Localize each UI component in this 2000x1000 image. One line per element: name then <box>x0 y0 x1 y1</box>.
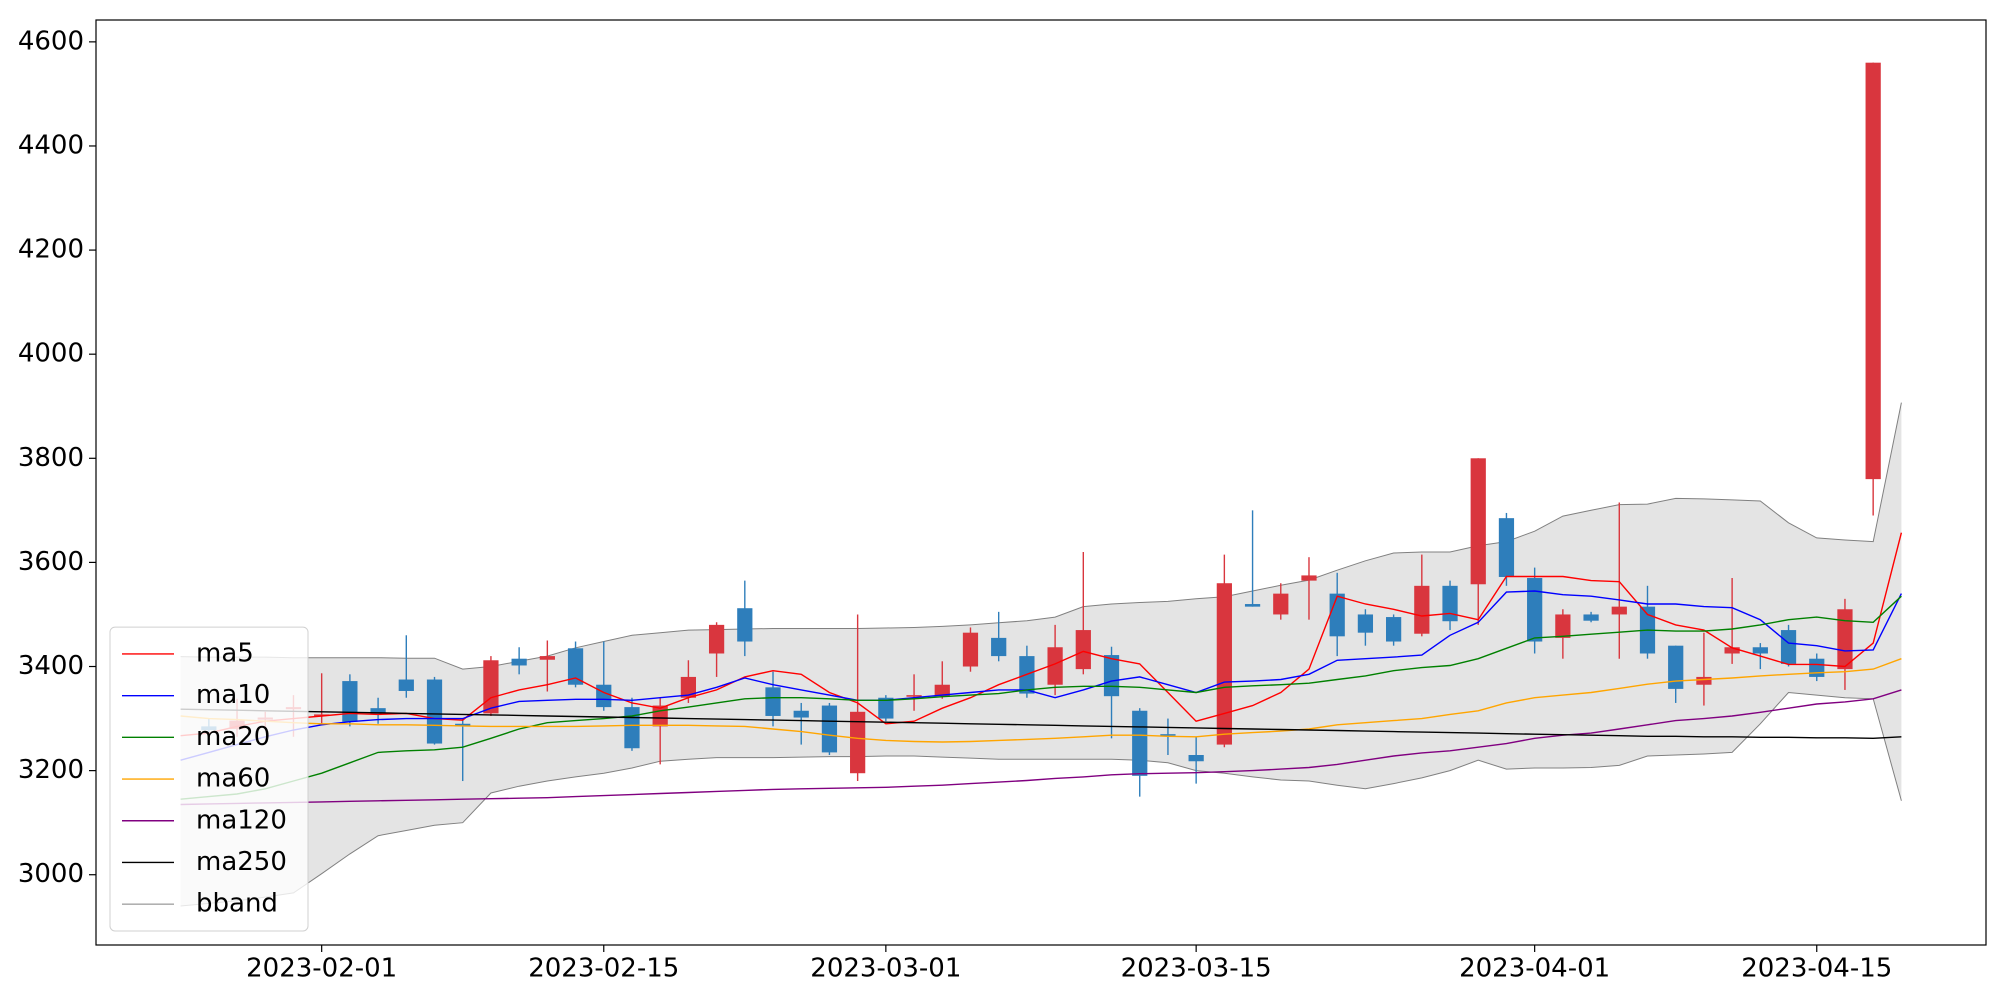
y-tick-label: 4600 <box>18 26 84 56</box>
legend-label: bband <box>196 889 278 919</box>
candle-body <box>1273 593 1289 615</box>
candle-body <box>793 710 809 718</box>
legend-label: ma5 <box>196 638 254 668</box>
y-tick-label: 3000 <box>18 859 84 889</box>
candle-body <box>1583 614 1599 621</box>
x-tick-label: 2023-03-15 <box>1121 954 1272 984</box>
y-tick-label: 4200 <box>18 235 84 265</box>
candle-body <box>765 687 781 716</box>
y-tick-label: 4400 <box>18 130 84 160</box>
candle-body <box>1132 710 1148 776</box>
candle-body <box>1103 655 1120 697</box>
candle-body <box>1752 647 1768 654</box>
y-tick-label: 4000 <box>18 339 84 369</box>
ma-line <box>180 689 1902 806</box>
candle-body <box>878 697 894 719</box>
candle-body <box>1809 658 1825 677</box>
y-tick-label: 3400 <box>18 651 84 681</box>
candle-body <box>1555 614 1571 638</box>
candle-body <box>1047 647 1063 685</box>
candle-body <box>1470 458 1486 585</box>
legend: ma5 ma10 ma20 ma60 ma120 ma250 bband <box>109 626 309 932</box>
candle-body <box>906 695 922 697</box>
x-tick-label: 2023-02-15 <box>528 954 679 984</box>
candle-body <box>962 632 979 667</box>
y-tick-label: 3800 <box>18 443 84 473</box>
candle-body <box>1385 617 1402 642</box>
ma-line <box>180 590 1903 761</box>
x-tick-label: 2023-04-15 <box>1741 954 1892 984</box>
candle-body <box>1837 609 1853 670</box>
candle-body <box>455 723 471 727</box>
legend-label: ma10 <box>196 680 270 710</box>
candle-body <box>1865 62 1881 480</box>
ma-line <box>180 595 1902 800</box>
candle-body <box>1216 583 1232 745</box>
candle-body <box>1724 647 1740 654</box>
candle-body <box>342 681 358 722</box>
legend-label: ma60 <box>196 764 270 794</box>
candle-body <box>596 684 612 708</box>
candle-body <box>511 658 527 666</box>
candle-body <box>1329 593 1345 637</box>
plot-frame <box>95 19 1987 946</box>
candle-body <box>821 705 838 753</box>
candle-body <box>1160 734 1176 736</box>
candle-body <box>314 714 330 716</box>
candle-body <box>398 679 414 691</box>
candle-body <box>1498 518 1515 577</box>
ma-line <box>180 658 1902 743</box>
candle-body <box>370 708 386 715</box>
candle-body <box>426 679 443 744</box>
y-tick-label: 3600 <box>18 547 84 577</box>
candle-body <box>1611 606 1627 615</box>
candle-body <box>1442 585 1458 622</box>
x-tick-label: 2023-04-01 <box>1459 954 1610 984</box>
legend-label: ma20 <box>196 722 270 752</box>
candle-body <box>1780 630 1797 664</box>
candle-body <box>1357 614 1374 633</box>
candle-body <box>1414 585 1430 634</box>
candle-body <box>1075 630 1091 670</box>
candle-body <box>708 624 725 654</box>
x-tick-label: 2023-03-01 <box>810 954 961 984</box>
candle-body <box>1301 575 1317 581</box>
band-fill <box>180 402 1902 906</box>
candle-body <box>850 711 866 774</box>
candle-body <box>1188 755 1204 762</box>
legend-label: ma120 <box>196 805 287 835</box>
candle-body <box>624 707 640 749</box>
candle-body <box>991 637 1007 657</box>
legend-box <box>109 626 309 932</box>
band-lower <box>180 691 1902 907</box>
y-tick-label: 3200 <box>18 755 84 785</box>
candle-body <box>680 676 697 698</box>
x-tick-label: 2023-02-01 <box>246 954 397 984</box>
candle-body <box>1668 645 1684 689</box>
ma-line <box>180 708 1902 740</box>
candle-body <box>1244 604 1261 607</box>
legend-label: ma250 <box>196 847 287 877</box>
candle-body <box>483 660 499 714</box>
band-upper <box>180 402 1902 670</box>
candle-body <box>1696 676 1712 685</box>
candle-body <box>934 684 950 697</box>
candle-body <box>539 656 555 660</box>
candle-body <box>567 648 584 685</box>
candle-body <box>1527 578 1543 642</box>
candle-body <box>737 608 753 642</box>
